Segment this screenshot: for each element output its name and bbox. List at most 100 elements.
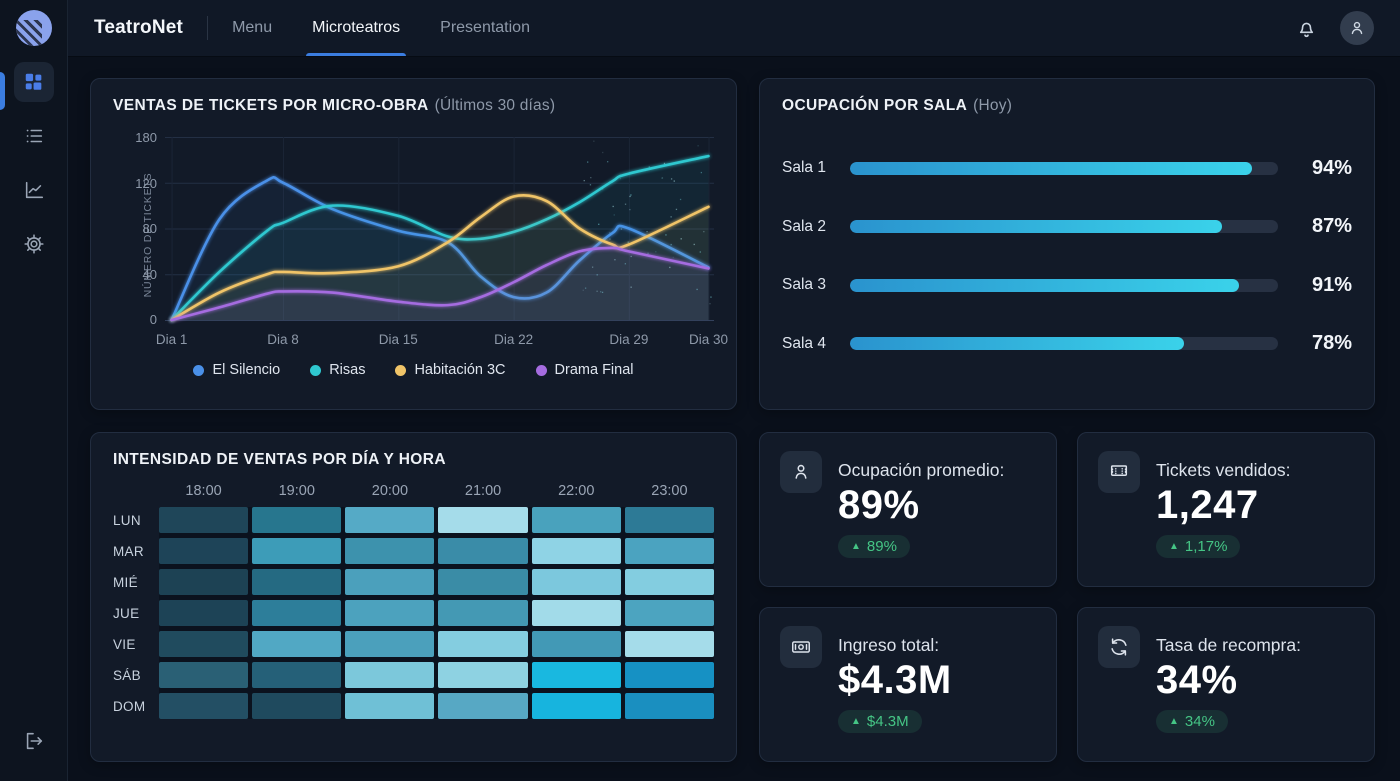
dashboard-main: VENTAS DE TICKETS POR MICRO-OBRA (Últimos…: [68, 57, 1400, 781]
user-avatar[interactable]: [1340, 11, 1374, 45]
heatmap-cell: [159, 662, 249, 688]
heatmap-cell: [531, 600, 621, 626]
occupancy-bar-track: [850, 161, 1278, 175]
heatmap-row-label: VIE: [113, 636, 136, 652]
kpi-label: Ingreso total:: [838, 635, 940, 655]
occupancy-panel-title: OCUPACIÓN POR SALA (Hoy): [782, 97, 1013, 114]
nav-item-menu[interactable]: Menu: [232, 19, 273, 36]
heatmap-cell: [252, 631, 342, 657]
heatmap-grid: [159, 507, 714, 719]
sidebar-item-list[interactable]: [14, 116, 54, 156]
sala-occupancy-row: Sala 1 94%: [782, 156, 1352, 179]
kpi-card-repurchase: Tasa de recompra: 34% ▲ 34%: [1077, 607, 1375, 762]
trend-up-icon: ▲: [851, 541, 861, 552]
refresh-icon: [1098, 626, 1140, 668]
chart-panel-title: VENTAS DE TICKETS POR MICRO-OBRA (Últimos…: [113, 97, 556, 114]
ticket-icon: [1098, 451, 1140, 493]
sala-occupancy-row: Sala 2 87%: [782, 215, 1352, 238]
kpi-label: Tasa de recompra:: [1156, 635, 1301, 655]
sidebar-item-analytics[interactable]: [14, 170, 54, 210]
nav-item-presentation[interactable]: Presentation: [440, 19, 530, 36]
heatmap-cell: [159, 507, 249, 533]
ticket-sales-line-chart: [165, 131, 714, 326]
occupancy-bar-fill: [850, 220, 1223, 234]
trend-up-icon: ▲: [1169, 716, 1179, 727]
legend-item: El Silencio: [193, 362, 280, 378]
line-chart-icon: [23, 179, 45, 201]
legend-item: Drama Final: [535, 362, 634, 378]
heatmap-cell: [438, 662, 528, 688]
heatmap-cell: [252, 693, 342, 719]
main-nav: Menu Microteatros Presentation: [232, 0, 530, 56]
heatmap-cell: [624, 600, 714, 626]
heatmap-cell: [345, 569, 435, 595]
kpi-card-occupancy: Ocupación promedio: 89% ▲ 89%: [759, 432, 1057, 587]
sales-intensity-heatmap-panel: INTENSIDAD DE VENTAS POR DÍA Y HORA 18:0…: [90, 432, 737, 762]
sidebar-item-settings[interactable]: [14, 224, 54, 264]
legend-dot-icon: [310, 364, 322, 376]
heatmap-cell: [624, 538, 714, 564]
heatmap-row-label: JUE: [113, 605, 140, 621]
heatmap-cell: [345, 662, 435, 688]
heatmap-column-headers: 18:00 19:00 20:00 21:00 22:00 23:00: [159, 483, 714, 499]
heatmap-cell: [438, 569, 528, 595]
sala-occupancy-row: Sala 4 78%: [782, 332, 1352, 355]
trend-up-icon: ▲: [1169, 541, 1179, 552]
heatmap-cell: [345, 507, 435, 533]
sidebar-logout-button[interactable]: [14, 721, 54, 761]
kpi-delta-badge: ▲ $4.3M: [838, 710, 922, 733]
nav-item-microteatros[interactable]: Microteatros: [306, 0, 407, 56]
sidebar-item-dashboard[interactable]: [13, 62, 54, 102]
heatmap-cell: [252, 538, 342, 564]
legend-item: Habitación 3C: [395, 362, 506, 378]
heatmap-cell: [531, 538, 621, 564]
notifications-bell-icon[interactable]: [1295, 17, 1318, 40]
sidebar-active-indicator: [0, 72, 5, 110]
heatmap-cell: [159, 693, 249, 719]
heatmap-col-header: 21:00: [464, 483, 502, 499]
kpi-label: Ocupación promedio:: [838, 460, 1005, 480]
heatmap-cell: [252, 569, 342, 595]
occupancy-value: 91%: [1311, 273, 1352, 296]
heatmap-cell: [159, 538, 249, 564]
room-occupancy-panel: OCUPACIÓN POR SALA (Hoy) Sala 1 94% Sala …: [759, 78, 1375, 410]
occupancy-bar-fill: [850, 161, 1253, 175]
top-header: TeatroNet Menu Microteatros Presentation: [68, 0, 1400, 57]
heatmap-cell: [345, 693, 435, 719]
heatmap-cell: [345, 631, 435, 657]
chart-panel-subtitle: (Últimos 30 días): [434, 97, 556, 114]
heatmap-row-label: DOM: [113, 698, 146, 714]
kpi-delta-badge: ▲ 89%: [838, 535, 910, 558]
x-axis-ticks: Dia 1 Dia 8 Dia 15 Dia 22 Dia 29 Dia 30: [155, 332, 729, 347]
kpi-delta-badge: ▲ 34%: [1156, 710, 1228, 733]
occupancy-bar-fill: [850, 337, 1184, 351]
occupancy-value: 78%: [1311, 332, 1352, 355]
kpi-value: $4.3M: [838, 658, 952, 702]
kpi-value: 89%: [838, 483, 920, 527]
heatmap-cell: [531, 569, 621, 595]
heatmap-col-header: 20:00: [371, 483, 409, 499]
logout-icon: [23, 730, 45, 752]
kpi-value: 34%: [1156, 658, 1238, 702]
heatmap-cell: [252, 507, 342, 533]
y-axis-label: NÚMERO DE TICKETS: [142, 172, 154, 298]
occupancy-bar-fill: [850, 278, 1240, 292]
kpi-card-revenue: Ingreso total: $4.3M ▲ $4.3M: [759, 607, 1057, 762]
kpi-card-tickets: Tickets vendidos: 1,247 ▲ 1,17%: [1077, 432, 1375, 587]
heatmap-cell: [531, 631, 621, 657]
banknote-icon: [780, 626, 822, 668]
heatmap-cell: [438, 693, 528, 719]
heatmap-cell: [345, 538, 435, 564]
heatmap-row-label: MIÉ: [113, 574, 138, 590]
dashboard-grid-icon: [23, 71, 45, 93]
heatmap-cell: [624, 662, 714, 688]
chart-legend: El Silencio Risas Habitación 3C Drama Fi…: [113, 362, 714, 378]
heatmap-cell: [531, 662, 621, 688]
heatmap-cell: [624, 569, 714, 595]
app-logo: [15, 10, 52, 46]
heatmap-cell: [159, 631, 249, 657]
sala-occupancy-row: Sala 3 91%: [782, 273, 1352, 296]
legend-item: Risas: [310, 362, 365, 378]
heatmap-col-header: 22:00: [558, 483, 595, 499]
gear-icon: [23, 233, 45, 255]
